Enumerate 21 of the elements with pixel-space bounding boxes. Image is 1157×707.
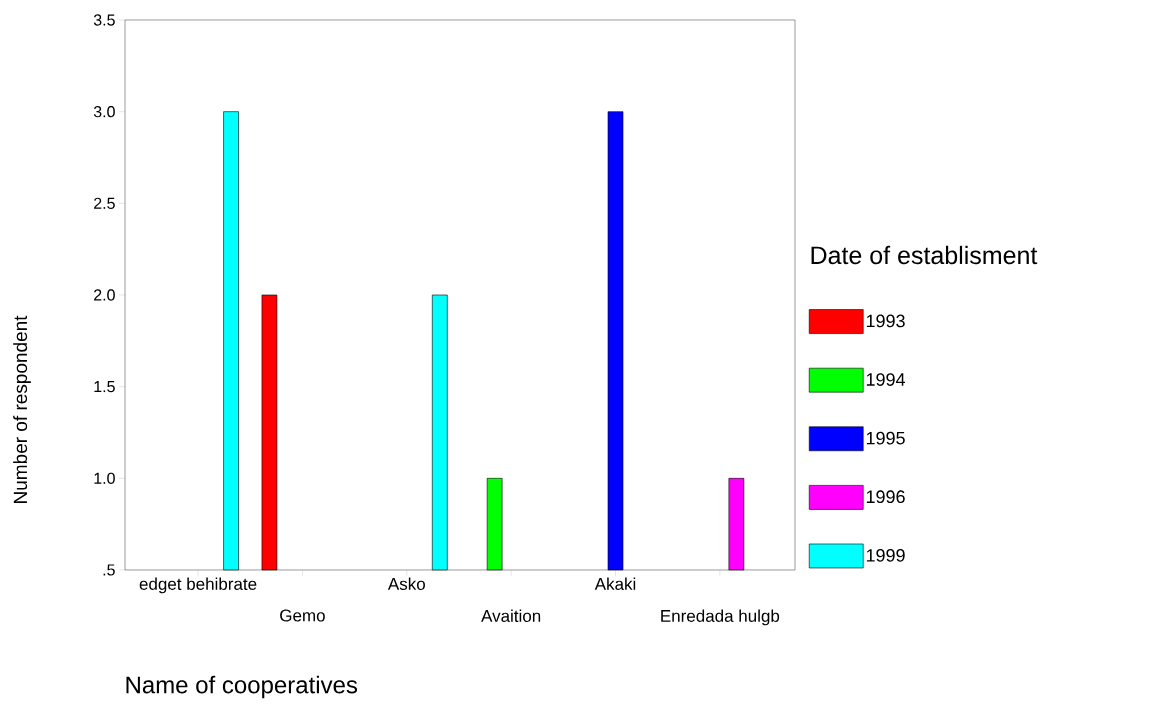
- y-tick-label: 2.5: [94, 197, 115, 209]
- legend-label: 1993: [866, 314, 905, 328]
- y-tick-label: 1.5: [94, 381, 115, 393]
- x-tick-label: Avaition: [481, 609, 541, 622]
- x-tick-label: Enredada hulgb: [661, 609, 780, 626]
- legend-title: Date of establisment: [811, 245, 1038, 265]
- legend-label: 1995: [866, 431, 905, 445]
- x-tick-label: Akaki: [594, 577, 636, 590]
- x-tick-label: Gemo: [280, 609, 325, 622]
- x-axis-title: Name of cooperatives: [126, 675, 358, 699]
- y-tick-label: 3.5: [93, 14, 115, 26]
- x-tick-label: edget behibrate: [139, 577, 257, 594]
- y-tick-label: .5: [103, 564, 115, 576]
- legend-label: 1999: [866, 548, 905, 562]
- y-tick-label: 2.0: [94, 289, 115, 301]
- y-axis-title: Number of respondent: [13, 315, 31, 503]
- y-tick-label: 3.0: [93, 105, 115, 118]
- y-tick-label: 1.0: [94, 472, 115, 484]
- legend-label: 1994: [866, 373, 906, 386]
- x-tick-label: Asko: [387, 577, 425, 590]
- legend-label: 1996: [866, 490, 905, 504]
